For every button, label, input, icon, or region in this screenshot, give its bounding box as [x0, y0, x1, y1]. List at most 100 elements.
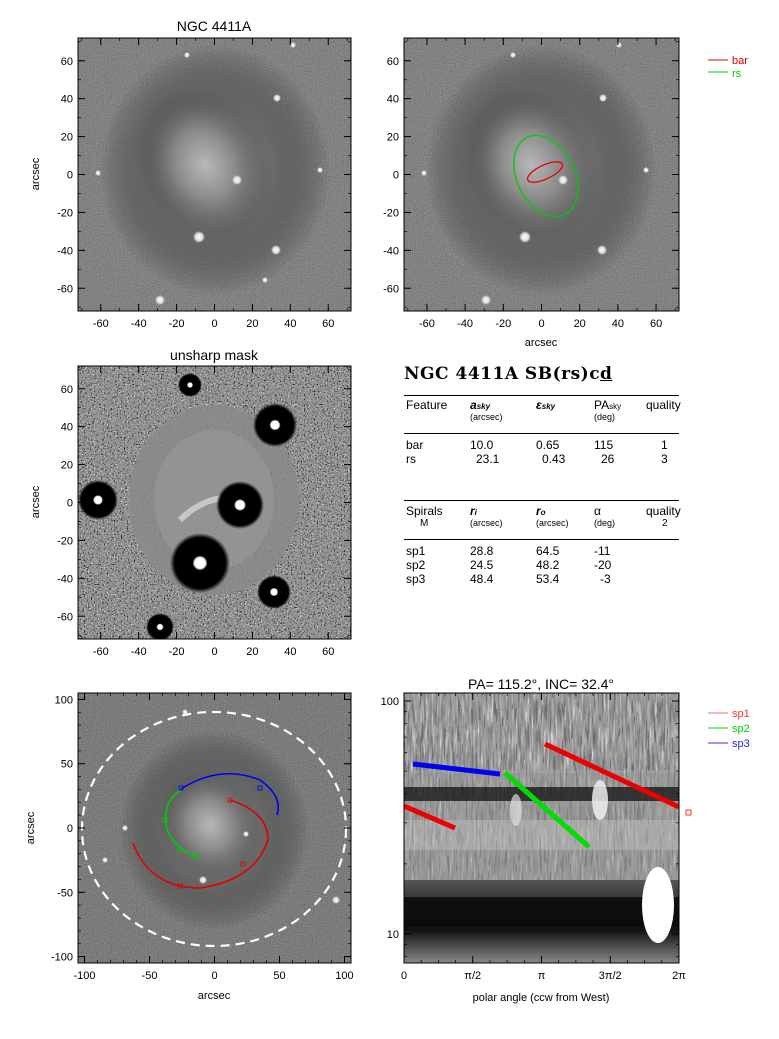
panel-spiral-fits: -100-100 -50 -50 0 0 50 50 100 100 arcsec arcsec — [25, 692, 354, 1002]
y-tick-label: -60 — [57, 283, 73, 295]
legend-sp1-label: sp1 — [732, 708, 750, 720]
y-tick-label: 0 — [393, 170, 399, 182]
y-tick-label: -40 — [57, 245, 73, 257]
feature-table: NGC 4411A SB(rs)cd Feature asky εsky PAs… — [404, 362, 694, 612]
x-tick-label: 0 — [538, 318, 544, 330]
unit-pa: (deg) — [594, 412, 616, 422]
y-tick-label: 0 — [67, 498, 73, 510]
panel6-ticks: 0 π/2 π 3π/2 2π 100 10 — [381, 693, 686, 982]
cell: sp3 — [406, 572, 426, 586]
y-tick-label: 40 — [61, 94, 73, 106]
y-tick-label: 20 — [61, 132, 73, 144]
y-tick-label: -100 — [51, 952, 73, 964]
legend-rs-label: rs — [732, 68, 742, 80]
x-tick-label: -60 — [93, 646, 109, 658]
table-row: bar 10.0 0.65 115 1 — [404, 438, 679, 452]
x-tick-label: -20 — [169, 318, 185, 330]
unit-ri: (arcsec) — [470, 518, 503, 528]
panel-image-original: -60 -60 -40 -40 -20 -20 0 0 20 20 40 40 60 60 NGC 441… — [30, 18, 352, 330]
sp1-arc — [132, 799, 269, 889]
sp1-line-a — [404, 803, 456, 831]
y-tick-label: 0 — [67, 170, 73, 182]
cell: 3 — [661, 452, 668, 466]
sp2-line — [503, 771, 591, 849]
cell: 23.1 — [476, 452, 500, 466]
cell: 64.5 — [536, 544, 560, 558]
cell: -20 — [594, 558, 612, 572]
y-tick-label: 60 — [61, 384, 73, 396]
legend-sp3-label: sp3 — [732, 738, 750, 750]
y-tick-label: -60 — [383, 283, 399, 295]
panel3-ticks: -60 -60 -40 -40 -20 -20 0 0 20 20 40 40 60 60 — [57, 366, 351, 658]
rs-ellipse — [513, 134, 579, 218]
panel2-ticks: -60 -60 -40 -40 -20 -20 0 0 20 20 40 40 60 60 — [383, 38, 679, 330]
x-tick-label: 0 — [211, 318, 217, 330]
cell: 115 — [594, 438, 614, 452]
x-tick-label: π — [538, 970, 546, 982]
x-tick-label: 40 — [612, 318, 624, 330]
cell: 48.4 — [470, 572, 494, 586]
legend-sp2-label: sp2 — [732, 723, 750, 735]
spiral-header-row: Spirals ri ro α quality — [404, 504, 681, 518]
sp2-arc — [164, 789, 198, 858]
panel6-title: PA= 115.2°, INC= 32.4° — [468, 676, 614, 692]
unit-alpha: (deg) — [594, 518, 616, 528]
y-tick-label: 20 — [387, 132, 399, 144]
x-tick-label: -20 — [495, 318, 511, 330]
header-eps: εsky — [536, 398, 556, 412]
y-tick-label: -60 — [57, 611, 73, 623]
panel5-xlabel: arcsec — [198, 990, 231, 1002]
y-tick-label: 100 — [55, 694, 73, 706]
x-tick-label: -60 — [93, 318, 109, 330]
table-row: sp2 24.5 48.2 -20 — [404, 558, 679, 572]
y-tick-label: -20 — [57, 207, 73, 219]
panel2-legend: bar rs — [708, 55, 748, 80]
cell: 28.8 — [470, 544, 494, 558]
x-tick-label: -40 — [131, 646, 147, 658]
header-ri: ri — [470, 504, 477, 518]
header-feature: Feature — [406, 398, 448, 412]
table-rule — [404, 500, 679, 501]
y-tick-label: 20 — [61, 460, 73, 472]
y-tick-label: 60 — [387, 56, 399, 68]
unit-ro: (arcsec) — [536, 518, 569, 528]
y-tick-label: -50 — [57, 887, 73, 899]
sp1-line-b — [543, 741, 679, 810]
y-tick-label: 10 — [387, 929, 399, 941]
y-tick-label: 40 — [387, 94, 399, 106]
cell: 48.2 — [536, 558, 560, 572]
cell: 24.5 — [470, 558, 494, 572]
table-title: NGC 4411A SB(rs)cd — [404, 364, 613, 384]
cell: 0.43 — [542, 452, 566, 466]
header-a: asky — [470, 398, 491, 412]
marker-square — [685, 809, 692, 816]
x-tick-label: 50 — [273, 970, 285, 982]
x-tick-label: 0 — [401, 970, 407, 982]
y-tick-label: -40 — [57, 573, 73, 585]
panel5-ticks: -100-100 -50 -50 0 0 50 50 100 100 — [51, 693, 354, 982]
cell: 0.65 — [536, 438, 560, 452]
spiral-m: M — [420, 518, 429, 529]
panel-unsharp-mask: -60 -60 -40 -40 -20 -20 0 0 20 20 40 40 60 60 unsharp… — [30, 347, 352, 658]
outer-dashed-circle — [80, 710, 348, 948]
x-tick-label: 60 — [322, 646, 334, 658]
x-tick-label: -60 — [419, 318, 435, 330]
x-tick-label: -40 — [457, 318, 473, 330]
cell: sp2 — [406, 558, 426, 572]
y-tick-label: -40 — [383, 245, 399, 257]
panel6-legend: sp1 sp2 sp3 — [708, 708, 750, 750]
panel2-xlabel: arcsec — [525, 337, 558, 349]
spiral-units-row: M (arcsec) (arcsec) (deg) 2 — [404, 518, 679, 532]
x-tick-label: 0 — [211, 970, 217, 982]
x-tick-label: 100 — [335, 970, 353, 982]
x-tick-label: 2π — [672, 970, 686, 982]
spiral-quality: 2 — [662, 518, 668, 529]
y-tick-label: 50 — [61, 759, 73, 771]
y-tick-label: 100 — [381, 696, 399, 708]
panel1-title: NGC 4411A — [177, 18, 252, 34]
cell: 26 — [601, 452, 615, 466]
x-tick-label: 20 — [574, 318, 586, 330]
legend-bar-label: bar — [732, 55, 748, 67]
